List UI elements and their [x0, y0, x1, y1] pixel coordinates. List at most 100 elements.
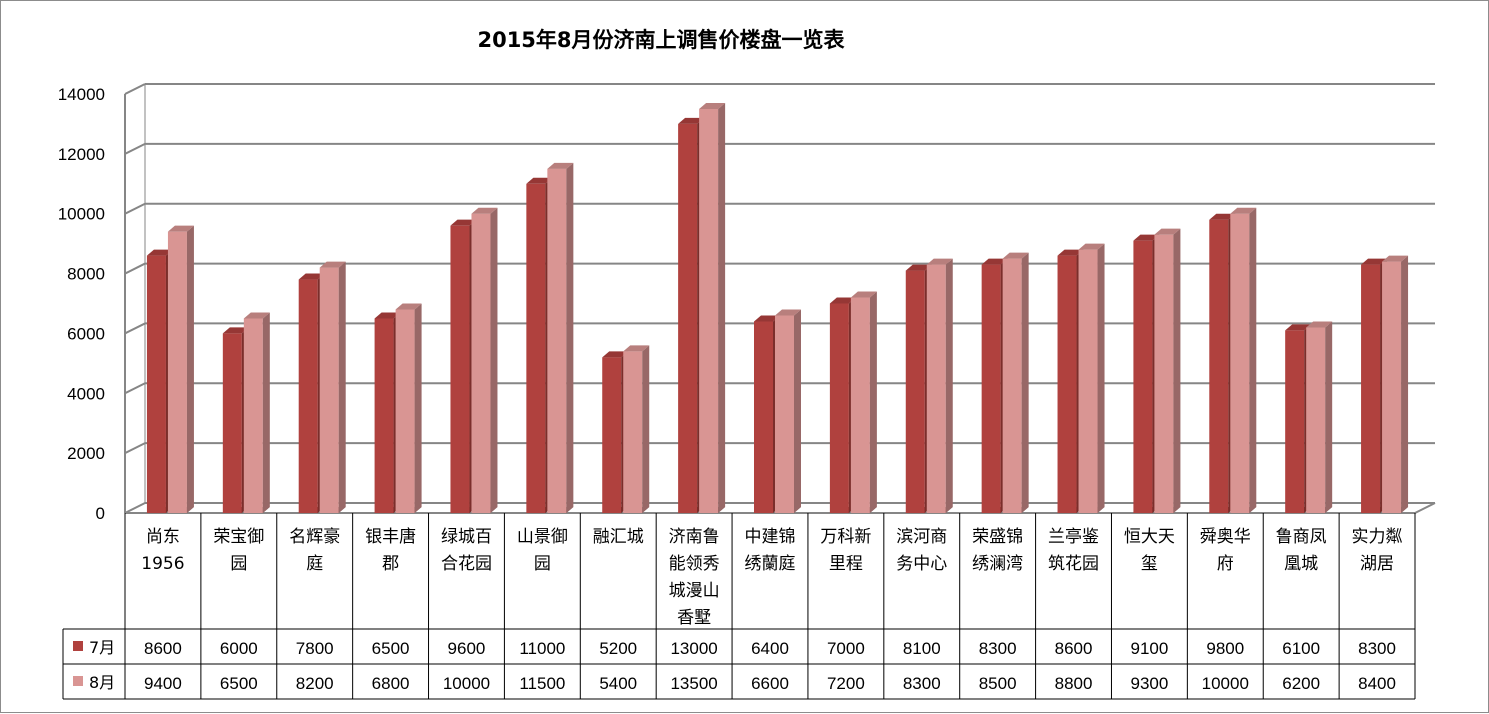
bar-aug [547, 162, 574, 514]
bar-side [945, 258, 953, 513]
bar-top [395, 303, 422, 310]
bar-side [186, 225, 194, 513]
table-cell: 8500 [979, 674, 1017, 693]
table-cell: 9600 [448, 639, 486, 658]
bar-front [471, 213, 491, 513]
category-label: 绿城百 [441, 527, 492, 547]
bar-front [1361, 264, 1381, 513]
legend-swatch [73, 676, 83, 686]
category-label: 银丰唐 [365, 526, 416, 547]
bar-aug [319, 261, 346, 513]
gridline-diagonal [124, 502, 146, 514]
bar-side [414, 303, 422, 513]
bar-front [298, 279, 318, 513]
bar-top [905, 264, 932, 271]
bar-side [718, 102, 726, 513]
category-label: 中建锦 [745, 527, 796, 547]
category-label: 凰城 [1284, 554, 1318, 574]
bar-front [850, 297, 870, 513]
table-cell: 5400 [599, 674, 637, 693]
bar-aug [926, 258, 953, 513]
legend-label: 8月 [89, 673, 115, 692]
bar-top [526, 177, 553, 184]
bar-top [775, 309, 801, 316]
table-cell: 6200 [1282, 674, 1320, 693]
table-cell: 11000 [519, 639, 565, 658]
bar-aug [1154, 228, 1181, 513]
bar-front [926, 264, 946, 513]
bar-top [1230, 207, 1257, 214]
bar-side [338, 261, 346, 513]
bar-front [1230, 213, 1250, 513]
category-label: 兰亭鉴 [1048, 527, 1099, 547]
gridline-diagonal [124, 142, 146, 155]
category-label: 融汇城 [593, 527, 644, 547]
category-label: 绣澜湾 [972, 554, 1023, 574]
y-tick-label: 14000 [58, 85, 105, 104]
bar-side [794, 309, 801, 513]
bar-top [374, 312, 401, 319]
bar-aug [471, 207, 498, 513]
table-cell: 6500 [372, 639, 410, 658]
bar-side [262, 312, 270, 513]
gridline-diagonal [124, 83, 146, 95]
category-label: 滨河商 [896, 527, 947, 547]
bar-side [1173, 228, 1181, 513]
y-tick-label: 6000 [67, 324, 105, 343]
bar-top [1133, 234, 1160, 241]
table-cell: 8300 [979, 639, 1017, 658]
bar-top [602, 351, 629, 358]
category-label: 香墅 [677, 608, 711, 628]
bar-front [754, 321, 773, 513]
bar-front [1209, 219, 1229, 513]
bar-front [1002, 258, 1022, 513]
bar-front [1057, 255, 1077, 513]
bar-side [1021, 252, 1029, 513]
category-label: 万科新 [820, 527, 871, 547]
gridline-diagonal [124, 262, 146, 275]
bar-front [1078, 249, 1098, 513]
bar-front [775, 315, 794, 513]
bar-top [167, 225, 194, 232]
bar-marks [146, 102, 1409, 514]
table-cell: 9800 [1206, 639, 1244, 658]
category-label: 筑花园 [1048, 554, 1099, 574]
bar-top [243, 312, 270, 319]
bar-top [547, 162, 574, 169]
bar-top [298, 273, 325, 280]
category-label: 荣宝御 [213, 527, 264, 547]
table-cell: 8800 [1055, 674, 1093, 693]
gridline-diagonal [124, 382, 146, 395]
bar-side [1401, 255, 1409, 513]
bar-top [981, 258, 1008, 265]
y-tick-label: 8000 [67, 265, 105, 284]
table-cell: 6000 [220, 639, 258, 658]
bar-front [1285, 330, 1305, 513]
bar-top [146, 249, 173, 256]
bar-aug [243, 312, 270, 513]
bar-front [981, 264, 1001, 513]
bar-aug [1306, 321, 1333, 513]
legend-swatch [73, 641, 83, 651]
bar-side [1249, 207, 1257, 513]
bar-front [222, 333, 242, 513]
bar-aug [623, 345, 650, 513]
category-label: 鲁商凤 [1276, 527, 1327, 547]
bar-front [1133, 240, 1153, 513]
bar-front [319, 267, 339, 513]
category-label: 城漫山 [669, 581, 720, 601]
bar-side [869, 291, 877, 513]
category-label: 恒大天 [1124, 527, 1175, 547]
bar-front [167, 231, 187, 513]
bar-front [395, 309, 415, 513]
category-label: 绣蘭庭 [745, 554, 796, 574]
bar-aug [850, 291, 877, 513]
bar-aug [1078, 243, 1105, 513]
table-cell: 9300 [1130, 674, 1168, 693]
bar-top [1057, 249, 1084, 256]
table-cell: 11500 [519, 674, 565, 693]
bar-top [754, 315, 780, 322]
table-cell: 7200 [827, 674, 865, 693]
bar-aug [699, 102, 726, 513]
